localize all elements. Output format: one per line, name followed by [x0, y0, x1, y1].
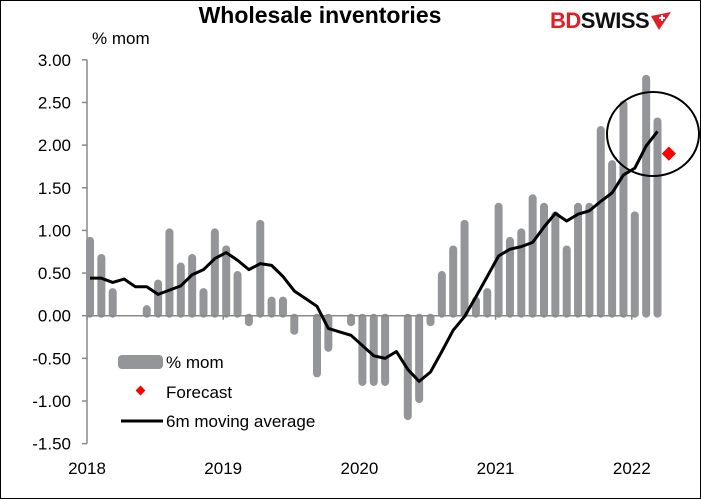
bar: [369, 313, 378, 386]
logo-part2: SWISS: [580, 8, 650, 33]
forecast-point: [661, 146, 676, 161]
moving-average-line: [90, 130, 659, 383]
bdswiss-logo: BD SWISS: [550, 8, 672, 34]
bar: [608, 160, 617, 318]
y-tick-label: 2.00: [38, 136, 71, 155]
legend-label-bars: % mom: [166, 353, 224, 372]
bar: [642, 74, 651, 318]
x-tick-label: 2022: [613, 459, 651, 478]
bar: [585, 202, 594, 318]
chart-title: Wholesale inventories: [198, 2, 442, 28]
x-tick-label: 2021: [477, 459, 515, 478]
bar: [415, 313, 424, 403]
y-tick-label: 1.00: [38, 221, 71, 240]
y-tick-label: 3.00: [38, 51, 71, 70]
bar: [540, 202, 548, 318]
bar: [358, 313, 367, 386]
legend-label-ma: 6m moving average: [166, 412, 315, 431]
bar: [97, 253, 106, 318]
y-tick-label: 1.50: [38, 179, 71, 198]
bar: [278, 296, 287, 318]
bar: [449, 245, 458, 318]
logo-part1: BD: [550, 8, 581, 33]
bar: [313, 313, 321, 378]
y-tick-label: 2.50: [38, 93, 71, 112]
legend-swatch-bars: [118, 355, 163, 369]
bar: [517, 228, 526, 318]
x-tick-label: 2018: [68, 459, 106, 478]
highlight-circle: [606, 91, 700, 177]
bar: [199, 288, 208, 318]
bar: [324, 313, 333, 352]
bar: [233, 271, 242, 318]
bar: [505, 236, 514, 318]
bar: [176, 262, 185, 318]
y-tick-label: 0.50: [38, 264, 71, 283]
bar: [244, 313, 253, 327]
y-tick-label: 0.00: [38, 307, 71, 326]
y-tick-label: -0.50: [32, 349, 71, 368]
bar: [154, 279, 163, 318]
x-tick-label: 2019: [204, 459, 242, 478]
bar: [437, 271, 446, 318]
bar: [574, 202, 583, 318]
bar: [460, 219, 469, 318]
y-tick-label: -1.50: [32, 435, 71, 454]
bar: [483, 288, 492, 318]
bar: [551, 211, 560, 318]
legend-swatch-forecast: [135, 385, 146, 396]
bar: [347, 313, 356, 327]
bar: [426, 313, 435, 327]
bar: [165, 228, 174, 318]
legend-label-forecast: Forecast: [166, 383, 232, 402]
bar: [494, 202, 503, 318]
swiss-flag-icon: [651, 12, 672, 30]
bar: [653, 117, 662, 318]
bar: [108, 288, 117, 318]
bar: [267, 296, 276, 318]
bar: [290, 313, 299, 335]
bar: [188, 253, 197, 318]
y-axis-label: % mom: [92, 29, 150, 48]
bar: [596, 126, 605, 318]
bar: [562, 245, 571, 318]
bar: [142, 305, 151, 318]
bar: [210, 228, 219, 318]
bar: [256, 219, 265, 318]
bar: [630, 211, 639, 318]
bar: [381, 313, 390, 386]
bar: [528, 194, 537, 318]
y-tick-label: -1.00: [32, 392, 71, 411]
x-tick-label: 2020: [340, 459, 378, 478]
bar: [619, 100, 628, 318]
bar: [222, 245, 231, 318]
